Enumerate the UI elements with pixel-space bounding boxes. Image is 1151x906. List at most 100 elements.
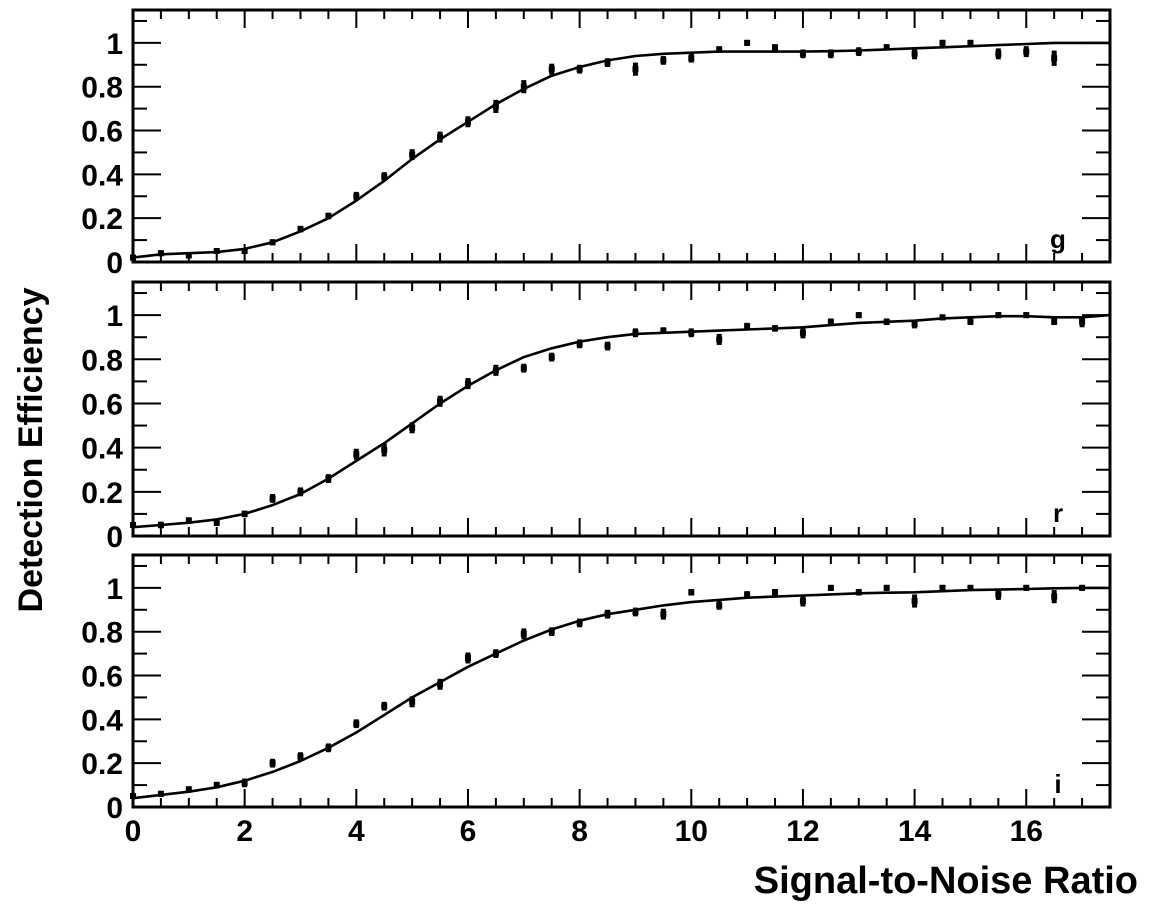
data-point — [185, 517, 192, 524]
data-point — [353, 451, 360, 458]
x-tick-label: 16 — [1010, 815, 1043, 848]
y-tick-label: 0.6 — [81, 388, 123, 421]
data-point — [827, 50, 834, 57]
data-point — [548, 66, 555, 73]
data-point — [799, 50, 806, 57]
data-point — [492, 103, 499, 110]
data-point — [632, 66, 639, 73]
panel-frame — [131, 553, 1112, 809]
data-point — [1023, 48, 1030, 55]
data-point — [381, 446, 388, 453]
data-point — [353, 720, 360, 727]
y-tick-label: 0.4 — [81, 433, 123, 466]
panel-g: 0 0.2 0.4 0.6 0.8 1 g — [81, 8, 1112, 280]
data-point — [353, 193, 360, 200]
data-point — [381, 703, 388, 710]
data-point — [911, 598, 918, 605]
data-point — [130, 521, 136, 528]
data-point — [799, 598, 806, 605]
data-point — [744, 39, 751, 46]
data-point — [604, 343, 611, 350]
y-tick-label: 0.4 — [81, 159, 123, 192]
data-point — [688, 589, 695, 596]
panel-frame — [131, 8, 1112, 264]
data-point — [939, 584, 946, 591]
data-point — [660, 327, 667, 334]
data-point — [409, 151, 416, 158]
data-point — [688, 55, 695, 62]
data-point — [1051, 318, 1058, 325]
y-tick-label: 0.2 — [81, 748, 123, 781]
data-point — [855, 312, 862, 319]
panel-label: g — [1050, 224, 1066, 254]
data-point — [409, 698, 416, 705]
data-point — [967, 39, 974, 46]
data-point — [576, 340, 583, 347]
y-tick-label: 0.4 — [81, 704, 123, 737]
data-point — [967, 318, 974, 325]
data-point — [297, 488, 304, 495]
panel-i: 0 2 4 6 8 10 12 14 16 0 0.2 0.4 0.6 0.8 1 i — [81, 553, 1112, 848]
data-point — [660, 611, 667, 618]
data-point — [939, 39, 946, 46]
data-point — [744, 323, 751, 330]
panel-r: 0 0.2 0.4 0.6 0.8 1 r — [81, 280, 1112, 554]
data-point — [883, 44, 890, 51]
x-tick-label: 0 — [125, 815, 142, 848]
data-point — [660, 57, 667, 64]
data-point — [911, 50, 918, 57]
data-point — [437, 398, 444, 405]
data-point — [967, 584, 974, 591]
x-axis-label: Signal-to-Noise Ratio — [754, 860, 1138, 901]
data-point — [464, 654, 471, 661]
data-point — [520, 630, 527, 637]
fit-curve — [132, 313, 1111, 529]
data-point — [827, 318, 834, 325]
y-tick-label: 0 — [106, 792, 123, 825]
x-tick-label: 4 — [348, 815, 365, 848]
data-point — [130, 254, 136, 261]
x-tick-label: 8 — [571, 815, 588, 848]
x-tick-label: 6 — [460, 815, 477, 848]
data-point — [241, 248, 248, 255]
y-tick-label: 1 — [106, 28, 123, 61]
data-point — [883, 584, 890, 591]
data-point — [772, 44, 779, 51]
data-point — [576, 66, 583, 73]
data-point — [381, 173, 388, 180]
data-point — [297, 226, 304, 233]
data-point — [911, 320, 918, 327]
data-point — [604, 59, 611, 66]
data-point — [1051, 593, 1058, 600]
data-point — [827, 584, 834, 591]
data-point — [520, 365, 527, 372]
data-point — [799, 329, 806, 336]
data-point — [995, 591, 1002, 598]
data-point — [576, 619, 583, 626]
data-point — [995, 50, 1002, 57]
x-tick-label: 14 — [898, 815, 932, 848]
data-point — [213, 519, 220, 526]
y-tick-label: 0 — [106, 247, 123, 280]
data-point — [269, 760, 276, 767]
y-tick-label: 0 — [106, 521, 123, 554]
data-point — [269, 495, 276, 502]
fit-curve — [132, 41, 1110, 259]
y-tick-label: 0.8 — [81, 617, 123, 650]
x-tick-label: 12 — [786, 815, 819, 848]
y-tick-label: 0.6 — [81, 116, 123, 149]
data-point — [213, 782, 220, 789]
data-point — [185, 252, 192, 259]
data-point — [716, 46, 723, 53]
y-tick-label: 0.8 — [81, 344, 123, 377]
data-point — [1079, 318, 1086, 325]
data-point — [437, 681, 444, 688]
data-point — [130, 793, 136, 800]
y-tick-label: 0.2 — [81, 477, 123, 510]
y-tick-label: 0.2 — [81, 203, 123, 236]
y-tick-label: 1 — [106, 300, 123, 333]
panel-frame — [131, 280, 1112, 538]
data-point — [185, 786, 192, 793]
